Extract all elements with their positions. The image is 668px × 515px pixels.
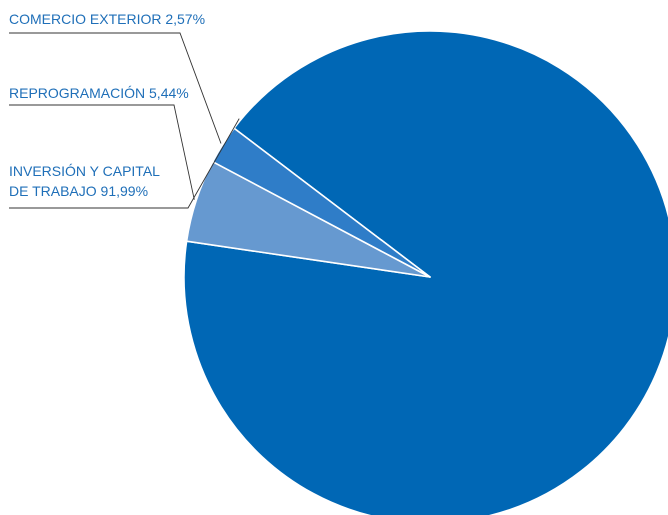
leader-line-3 bbox=[9, 32, 222, 144]
label-leader-lines bbox=[9, 32, 240, 209]
pie-slices bbox=[183, 30, 668, 515]
leader-line-2 bbox=[9, 104, 195, 200]
slice-label-2-line-1: REPROGRAMACIÓN 5,44% bbox=[9, 85, 189, 101]
leader-line-1 bbox=[9, 118, 240, 209]
slice-label-1-line-1: INVERSIÓN Y CAPITAL bbox=[9, 163, 160, 179]
slice-label-1-line-2: DE TRABAJO 91,99% bbox=[9, 183, 148, 199]
slice-labels: INVERSIÓN Y CAPITAL DE TRABAJO 91,99% REPR… bbox=[9, 11, 205, 199]
slice-label-3-line-1: COMERCIO EXTERIOR 2,57% bbox=[9, 11, 205, 27]
